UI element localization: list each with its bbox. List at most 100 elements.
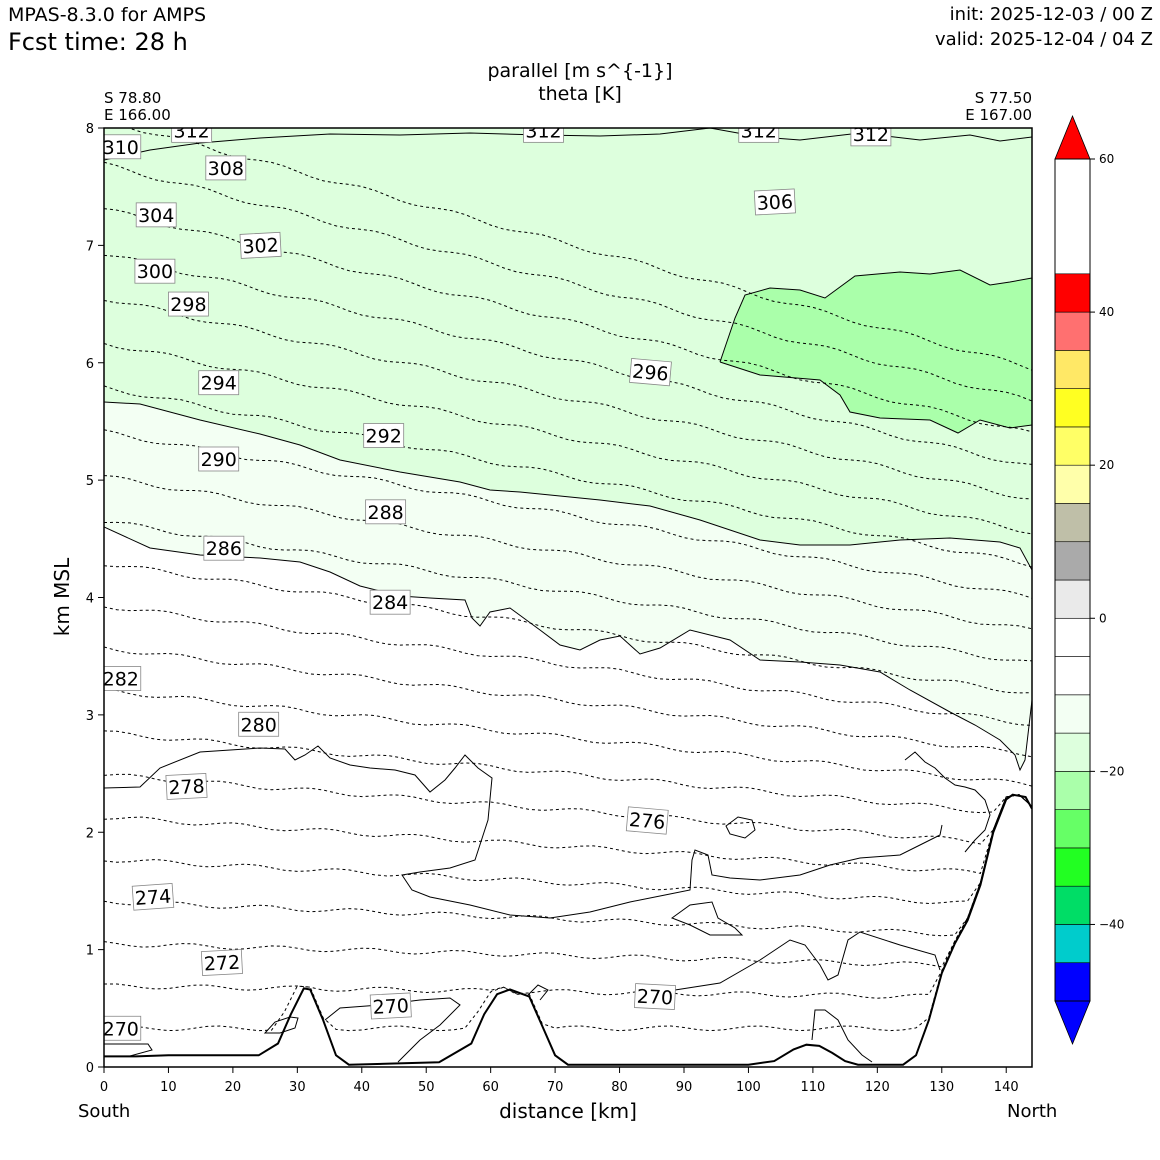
- colorbar-over-arrow: [1054, 114, 1091, 160]
- theta-line-272: [104, 794, 1032, 999]
- theta-label-box: [738, 128, 780, 143]
- colorbar-tick-label: 20: [1099, 458, 1114, 472]
- theta-line-302: [104, 343, 1032, 535]
- theta-label-302: 302: [239, 231, 282, 259]
- x-tick-label: 110: [800, 1080, 825, 1095]
- theta-label-text: 270: [372, 995, 409, 1019]
- theta-label-280: 280: [238, 711, 280, 737]
- theta-line-274: [104, 794, 1032, 968]
- theta-label-text: 284: [372, 592, 408, 614]
- theta-label-300: 300: [134, 258, 176, 284]
- theta-label-text: 304: [138, 205, 174, 227]
- theta-label-box: [135, 202, 177, 228]
- right-endpoint-lon: E 167.00: [965, 106, 1032, 124]
- axis-ticks: 0 10 20 30 40 50 60 70 80 90 100 110 120 130 140 0 1 2 3 4 5…: [86, 122, 1019, 1095]
- theta-label-text: 278: [168, 776, 205, 800]
- colorbar-segment: [1054, 694, 1091, 734]
- wind-contour: [674, 931, 941, 991]
- colorbar-segment: [1054, 847, 1091, 887]
- colorbar-segment: [1054, 541, 1091, 581]
- theta-labels: 270 270 270 272 274 276 278 280 282 284 286 288 290 2…: [103, 120, 892, 1041]
- theta-label-box: [165, 773, 208, 800]
- right-endpoint-lat: S 77.50: [974, 89, 1032, 107]
- theta-label-276: 276: [625, 806, 669, 835]
- theta-label-text: 302: [242, 234, 279, 258]
- colorbar-segment: [1054, 503, 1091, 543]
- theta-label-box: [200, 949, 243, 976]
- theta-label-text: 312: [174, 120, 210, 142]
- x-tick-label: 60: [482, 1080, 499, 1095]
- theta-line-282: [104, 773, 1032, 845]
- x-tick-label: 90: [676, 1080, 693, 1095]
- theta-label-box: [850, 128, 892, 147]
- chart-title: parallel [m s^{-1}]: [487, 60, 673, 82]
- theta-line-286: [104, 687, 1032, 787]
- theta-line-310: [104, 161, 1032, 402]
- wind-contour: [104, 526, 1032, 772]
- theta-label-box: [203, 535, 245, 561]
- wind-contour: [104, 401, 1032, 571]
- theta-line-278: [104, 794, 1032, 905]
- colorbar-segment: [1054, 579, 1091, 619]
- theta-label-282: 282: [103, 666, 142, 691]
- colorbar-segment: [1054, 388, 1091, 428]
- theta-label-304: 304: [135, 202, 177, 228]
- theta-label-290: 290: [198, 446, 240, 472]
- theta-label-text: 290: [201, 449, 237, 471]
- theta-label-box: [205, 155, 247, 181]
- wind-contour: [670, 901, 744, 936]
- colorbar: −40 −20 0 20 40 60: [1054, 114, 1124, 1046]
- colorbar-tick-label: 60: [1099, 152, 1114, 166]
- colorbar-segment: [1054, 732, 1091, 772]
- plot-area: 270 270 270 272 274 276 278 280 282 284 286 288 290 2…: [103, 120, 1032, 1066]
- theta-label-270: 270: [633, 983, 677, 1011]
- theta-line-294: [104, 521, 1032, 662]
- north-endpoint-label: North: [1007, 1101, 1058, 1122]
- theta-label-278: 278: [165, 773, 208, 800]
- x-tick-label: 70: [547, 1080, 564, 1095]
- colorbar-segment: [1054, 885, 1091, 925]
- theta-label-text: 312: [741, 120, 777, 142]
- x-tick-label: 130: [929, 1080, 954, 1095]
- forecast-time: Fcst time: 28 h: [8, 28, 188, 56]
- theta-label-box: [131, 883, 175, 911]
- colorbar-segment: [1054, 350, 1091, 389]
- colorbar-segment: [1054, 809, 1091, 849]
- theta-label-text: 286: [206, 538, 242, 560]
- theta-label-box: [625, 806, 669, 835]
- theta-label-box: [365, 499, 407, 525]
- theta-line-304: [104, 300, 1032, 500]
- theta-label-box: [363, 423, 405, 448]
- theta-label-text: 276: [628, 809, 666, 834]
- x-tick-label: 80: [611, 1080, 628, 1095]
- theta-label-box: [523, 128, 564, 143]
- y-tick-label: 5: [86, 474, 94, 489]
- colorbar-tick-label: 0: [1099, 611, 1107, 625]
- colorbar-frame: [1054, 158, 1091, 1002]
- wind-contour: [725, 816, 756, 839]
- theta-line-290: [104, 606, 1032, 726]
- y-tick-label: 7: [86, 239, 94, 254]
- colorbar-segment: [1054, 771, 1091, 810]
- theta-line-308: [104, 208, 1032, 433]
- theta-label-312: 312: [850, 128, 892, 147]
- theta-label-text: 270: [103, 1018, 139, 1040]
- theta-label-text: 282: [103, 668, 139, 690]
- wind-band-strong: [720, 270, 1032, 433]
- theta-line-312: [127, 128, 1032, 371]
- theta-label-292: 292: [363, 423, 405, 448]
- colorbar-segment: [1054, 962, 1091, 1002]
- wind-contour: [527, 984, 549, 1001]
- theta-label-text: 300: [137, 261, 173, 283]
- y-tick-label: 0: [86, 1061, 94, 1076]
- theta-line-280: [104, 794, 1032, 874]
- wind-contour: [324, 997, 461, 1063]
- colorbar-segment: [1054, 464, 1091, 504]
- colorbar-tick-label: −40: [1099, 917, 1124, 931]
- x-tick-label: 50: [418, 1080, 435, 1095]
- theta-label-box: [633, 983, 677, 1011]
- x-tick-label: 140: [994, 1080, 1019, 1095]
- left-endpoint-lon: E 166.00: [104, 106, 171, 124]
- theta-isentropes: [104, 128, 1032, 1032]
